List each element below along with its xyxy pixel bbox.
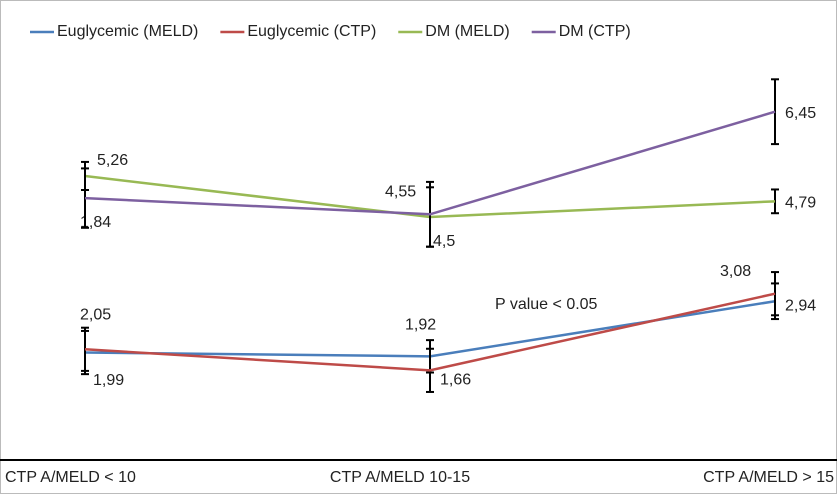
legend-label: Euglycemic (CTP)	[247, 23, 376, 40]
legend-label: DM (CTP)	[559, 23, 631, 40]
x-tick-label: CTP A/MELD 10-15	[330, 469, 470, 486]
data-label: 6,45	[785, 105, 816, 122]
data-label: 4,5	[433, 233, 455, 250]
data-label: 3,08	[720, 263, 751, 280]
data-label: 4,79	[785, 195, 816, 212]
data-label: 1,99	[93, 372, 124, 389]
data-label: 4,55	[385, 184, 416, 201]
data-label: 5,26	[97, 152, 128, 169]
data-label: 2,94	[785, 297, 816, 314]
legend-label: DM (MELD)	[425, 23, 509, 40]
data-label: 2,05	[80, 307, 111, 324]
annotation: P value < 0.05	[495, 296, 598, 313]
data-label: 1,92	[405, 317, 436, 334]
series-line	[84, 110, 776, 216]
legend-label: Euglycemic (MELD)	[57, 23, 198, 40]
x-tick-label: CTP A/MELD > 15	[703, 469, 834, 486]
x-tick-label: CTP A/MELD < 10	[5, 469, 136, 486]
series-line	[84, 292, 776, 372]
data-label: 1,66	[440, 372, 471, 389]
